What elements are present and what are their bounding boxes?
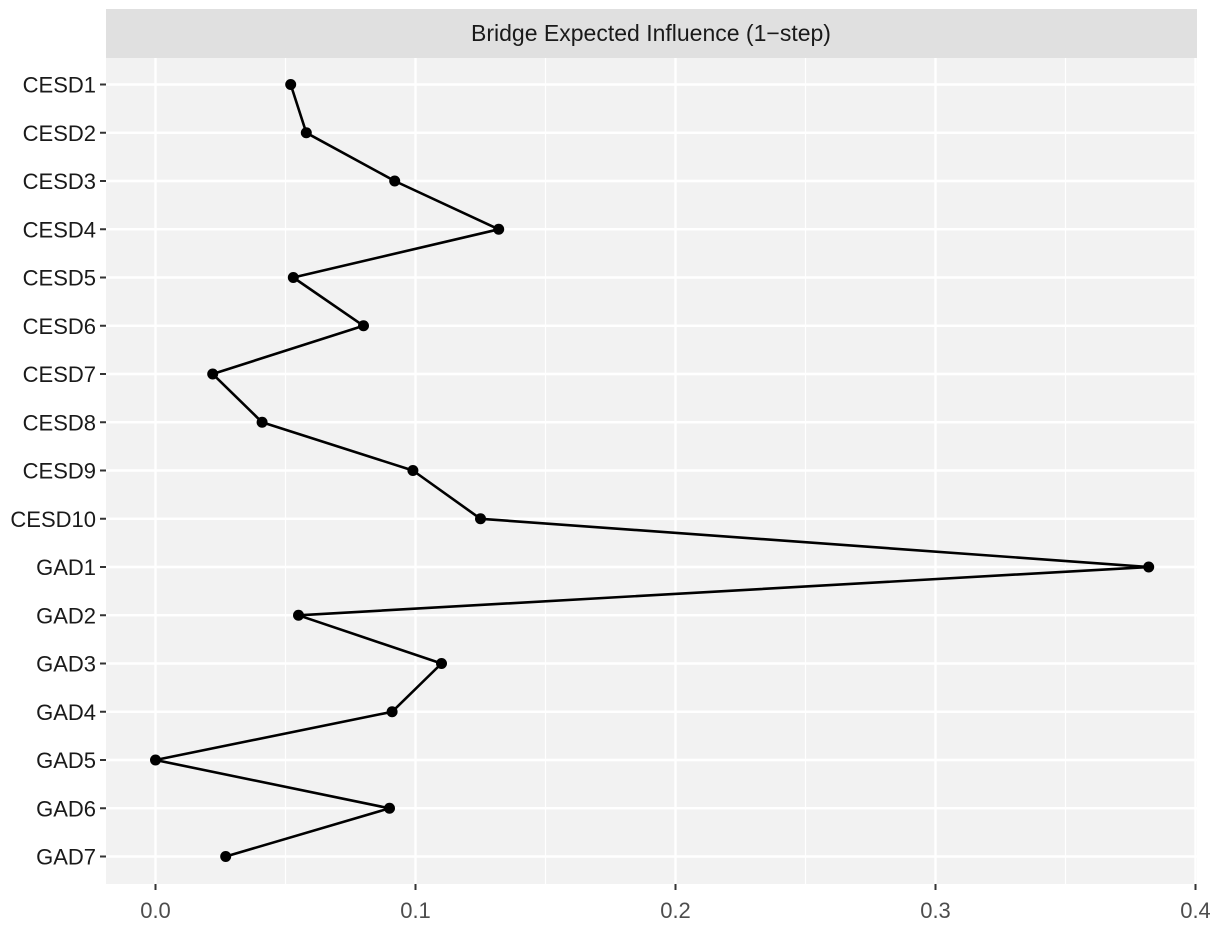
data-point [287,272,299,283]
x-axis: 0.0 0.1 0.2 0.3 0.4 [140,884,1210,923]
y-tick-label: GAD5 [36,748,96,773]
data-point [389,175,401,187]
data-point [384,802,395,814]
y-tick-label: GAD1 [36,555,96,580]
data-point [407,465,419,476]
y-tick-label: CESD10 [10,507,96,532]
y-tick-label: CESD7 [23,362,96,387]
data-point [293,609,304,621]
data-point [1143,561,1155,573]
data-point [386,706,398,718]
y-tick-label: GAD6 [36,796,96,821]
data-point [493,223,505,235]
y-tick-label: CESD4 [23,217,96,242]
x-tick-label: 0.1 [400,898,431,923]
x-tick-label: 0.2 [660,898,691,923]
data-point [207,368,219,380]
y-axis: CESD1 CESD2 CESD3 CESD4 CESD5 CESD6 CESD7 CESD8… [10,73,106,870]
y-tick-label: CESD2 [23,121,96,146]
y-tick-label: CESD1 [23,73,96,98]
facet-strip [106,9,1197,58]
x-tick-label: 0.4 [1180,898,1210,923]
data-point [358,320,369,332]
data-points [150,79,1155,862]
y-tick-label: GAD7 [36,845,96,870]
y-tick-label: GAD3 [36,652,96,677]
data-point [256,416,268,428]
y-tick-label: CESD5 [23,266,96,291]
data-point [475,513,486,525]
y-tick-label: CESD9 [23,459,96,484]
y-tick-label: GAD2 [36,603,96,628]
y-tick-label: CESD3 [23,169,96,194]
data-point [300,127,312,139]
x-tick-label: 0.3 [920,898,951,923]
y-tick-label: CESD8 [23,410,96,435]
data-point [436,658,447,669]
data-point [285,79,297,90]
y-tick-label: GAD4 [36,700,96,725]
data-point [220,851,232,862]
x-tick-label: 0.0 [140,898,171,923]
facet-title: Bridge Expected Influence (1−step) [471,20,831,46]
major-gridlines [106,58,1197,884]
y-tick-label: CESD6 [23,314,96,339]
data-point [150,754,161,766]
